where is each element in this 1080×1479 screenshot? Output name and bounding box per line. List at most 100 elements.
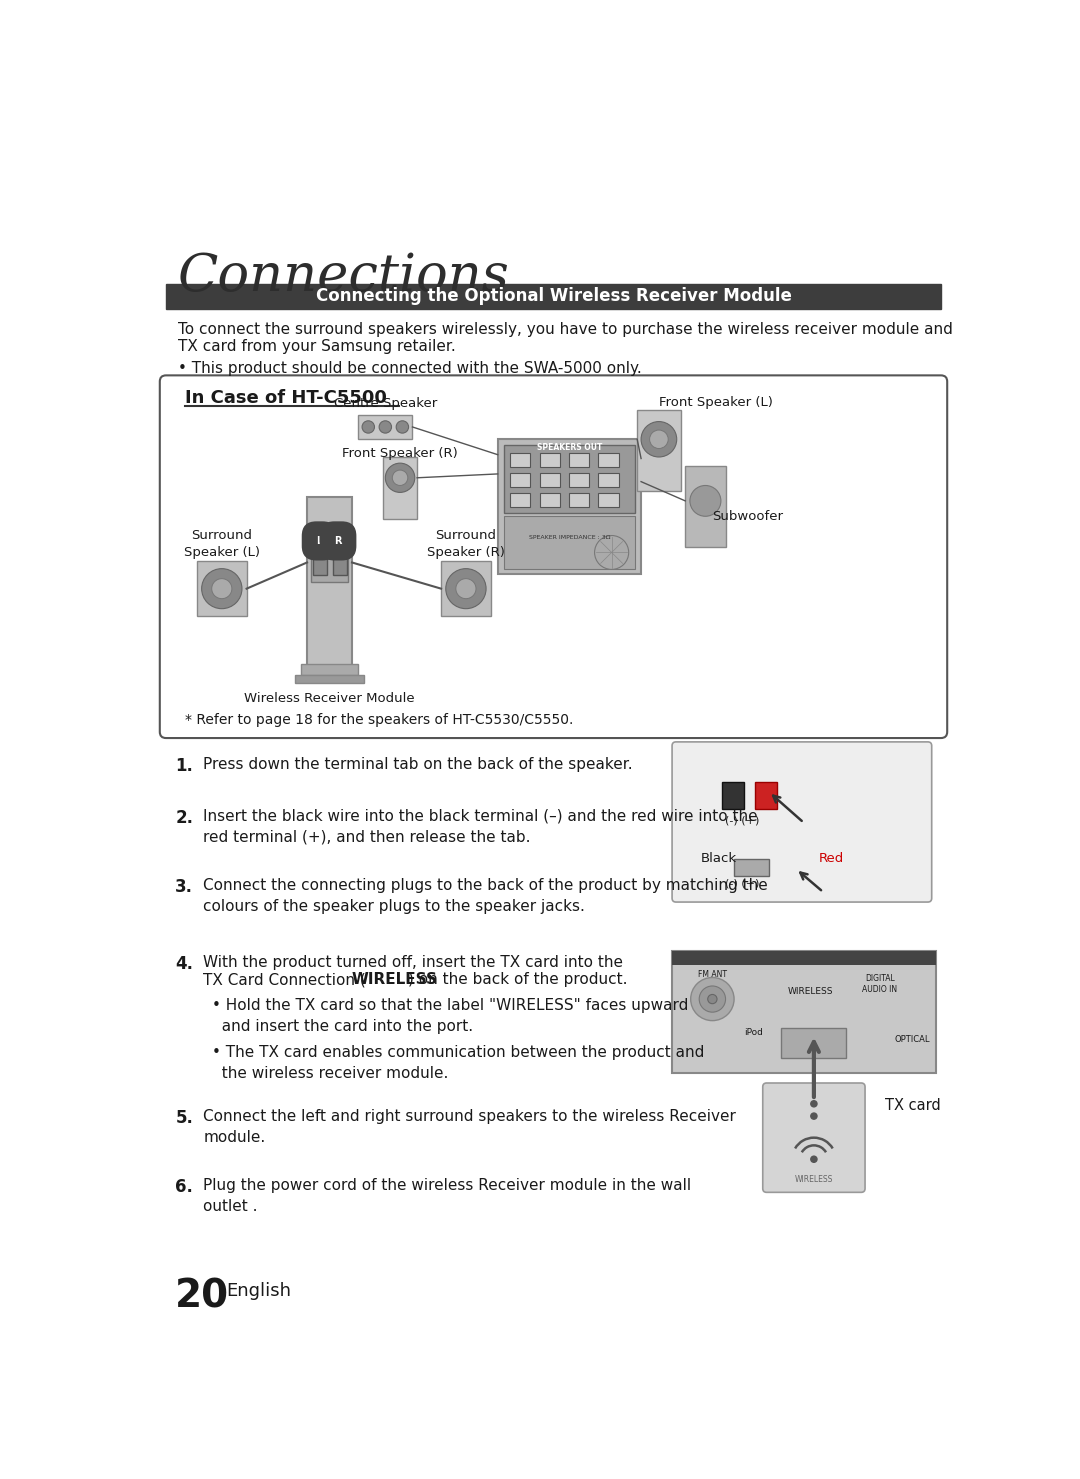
Bar bbox=[540, 493, 559, 507]
Circle shape bbox=[446, 568, 486, 609]
Circle shape bbox=[811, 1100, 816, 1106]
Text: 4.: 4. bbox=[175, 955, 193, 973]
Text: Connect the connecting plugs to the back of the product by matching the
colours : Connect the connecting plugs to the back… bbox=[203, 879, 768, 914]
Text: Connect the left and right surround speakers to the wireless Receiver
module.: Connect the left and right surround spea… bbox=[203, 1109, 737, 1145]
Bar bbox=[307, 497, 352, 670]
Text: DIGITAL
AUDIO IN: DIGITAL AUDIO IN bbox=[862, 975, 897, 994]
Text: L: L bbox=[316, 535, 323, 546]
FancyBboxPatch shape bbox=[160, 376, 947, 738]
Text: ) on the back of the product.: ) on the back of the product. bbox=[408, 972, 627, 986]
Bar bbox=[311, 531, 348, 581]
Circle shape bbox=[642, 422, 677, 457]
Circle shape bbox=[392, 470, 408, 485]
Text: 6.: 6. bbox=[175, 1179, 193, 1197]
Text: Surround
Speaker (R): Surround Speaker (R) bbox=[427, 528, 504, 559]
Bar bbox=[510, 453, 530, 467]
Bar bbox=[333, 553, 347, 575]
Text: Connecting the Optional Wireless Receiver Module: Connecting the Optional Wireless Receive… bbox=[315, 287, 792, 306]
Circle shape bbox=[202, 568, 242, 609]
Circle shape bbox=[699, 986, 726, 1012]
Bar bbox=[569, 473, 590, 487]
Text: (-) (+): (-) (+) bbox=[725, 879, 759, 889]
Text: TX card from your Samsung retailer.: TX card from your Samsung retailer. bbox=[177, 339, 456, 353]
Text: English: English bbox=[227, 1282, 292, 1300]
Text: R: R bbox=[335, 535, 341, 546]
Text: To connect the surround speakers wirelessly, you have to purchase the wireless r: To connect the surround speakers wireles… bbox=[177, 322, 953, 337]
Text: Subwoofer: Subwoofer bbox=[713, 510, 783, 522]
Bar bbox=[598, 453, 619, 467]
Text: 5.: 5. bbox=[175, 1109, 193, 1127]
Circle shape bbox=[690, 485, 721, 516]
Bar bbox=[441, 561, 490, 617]
Text: Black: Black bbox=[701, 852, 737, 865]
Bar bbox=[504, 516, 635, 568]
Bar bbox=[313, 553, 327, 575]
Text: With the product turned off, insert the TX card into the: With the product turned off, insert the … bbox=[203, 955, 623, 970]
Circle shape bbox=[362, 422, 375, 433]
Bar bbox=[510, 493, 530, 507]
Text: Connections: Connections bbox=[177, 250, 510, 302]
Text: 3.: 3. bbox=[175, 879, 193, 896]
Circle shape bbox=[707, 994, 717, 1004]
Bar bbox=[637, 410, 680, 491]
Circle shape bbox=[649, 430, 669, 448]
Text: SPEAKERS OUT: SPEAKERS OUT bbox=[537, 444, 602, 453]
Bar bbox=[723, 782, 744, 809]
Bar bbox=[755, 782, 777, 809]
Bar bbox=[359, 414, 413, 439]
Circle shape bbox=[691, 978, 734, 1021]
Text: Wireless Receiver Module: Wireless Receiver Module bbox=[244, 692, 415, 705]
Text: 1.: 1. bbox=[175, 757, 193, 775]
Text: FM ANT: FM ANT bbox=[698, 970, 727, 979]
Text: Press down the terminal tab on the back of the speaker.: Press down the terminal tab on the back … bbox=[203, 757, 633, 772]
Bar bbox=[569, 493, 590, 507]
Bar bbox=[504, 445, 635, 513]
Text: Front Speaker (L): Front Speaker (L) bbox=[659, 396, 773, 410]
Text: • Hold the TX card so that the label "WIRELESS" faces upward
  and insert the ca: • Hold the TX card so that the label "WI… bbox=[213, 997, 689, 1034]
Bar bbox=[540, 453, 559, 467]
Text: Centre Speaker: Centre Speaker bbox=[334, 396, 437, 410]
Text: WIRELESS: WIRELESS bbox=[352, 972, 438, 986]
Text: Surround
Speaker (L): Surround Speaker (L) bbox=[184, 528, 260, 559]
Bar bbox=[197, 561, 246, 617]
Text: Front Speaker (R): Front Speaker (R) bbox=[342, 447, 458, 460]
Text: Red: Red bbox=[819, 852, 843, 865]
Circle shape bbox=[396, 422, 408, 433]
Bar bbox=[510, 473, 530, 487]
Bar bbox=[734, 859, 769, 876]
Text: 2.: 2. bbox=[175, 809, 193, 827]
Circle shape bbox=[595, 535, 629, 569]
Text: In Case of HT-C5500: In Case of HT-C5500 bbox=[186, 389, 388, 407]
Bar bbox=[383, 457, 417, 519]
Text: 20: 20 bbox=[175, 1276, 229, 1315]
Text: TX Card Connection (: TX Card Connection ( bbox=[203, 972, 366, 986]
Text: WIRELESS: WIRELESS bbox=[795, 1174, 833, 1183]
Text: Plug the power cord of the wireless Receiver module in the wall
outlet .: Plug the power cord of the wireless Rece… bbox=[203, 1179, 691, 1214]
Bar bbox=[672, 951, 935, 1072]
FancyBboxPatch shape bbox=[672, 742, 932, 902]
Text: • This product should be connected with the SWA-5000 only.: • This product should be connected with … bbox=[177, 361, 642, 376]
Text: OPTICAL: OPTICAL bbox=[894, 1035, 930, 1044]
Text: (-) (+): (-) (+) bbox=[725, 815, 759, 825]
Text: • The TX card enables communication between the product and
  the wireless recei: • The TX card enables communication betw… bbox=[213, 1046, 705, 1081]
Circle shape bbox=[386, 463, 415, 493]
Bar bbox=[166, 284, 941, 309]
Bar bbox=[598, 493, 619, 507]
Circle shape bbox=[456, 578, 476, 599]
Text: SPEAKER IMPEDANCE : 3Ω: SPEAKER IMPEDANCE : 3Ω bbox=[528, 535, 610, 540]
Bar bbox=[498, 439, 642, 574]
Circle shape bbox=[811, 1157, 816, 1162]
Text: iPod: iPod bbox=[744, 1028, 762, 1037]
Text: WIRELESS: WIRELESS bbox=[787, 986, 833, 995]
Circle shape bbox=[811, 1114, 816, 1120]
FancyBboxPatch shape bbox=[762, 1083, 865, 1192]
Bar bbox=[540, 473, 559, 487]
Circle shape bbox=[212, 578, 232, 599]
Bar bbox=[672, 951, 935, 966]
Bar bbox=[685, 466, 726, 547]
Bar bbox=[296, 674, 364, 683]
Text: * Refer to page 18 for the speakers of HT-C5530/C5550.: * Refer to page 18 for the speakers of H… bbox=[186, 713, 573, 726]
Bar bbox=[598, 473, 619, 487]
Bar bbox=[301, 664, 359, 674]
Text: TX card: TX card bbox=[886, 1099, 941, 1114]
